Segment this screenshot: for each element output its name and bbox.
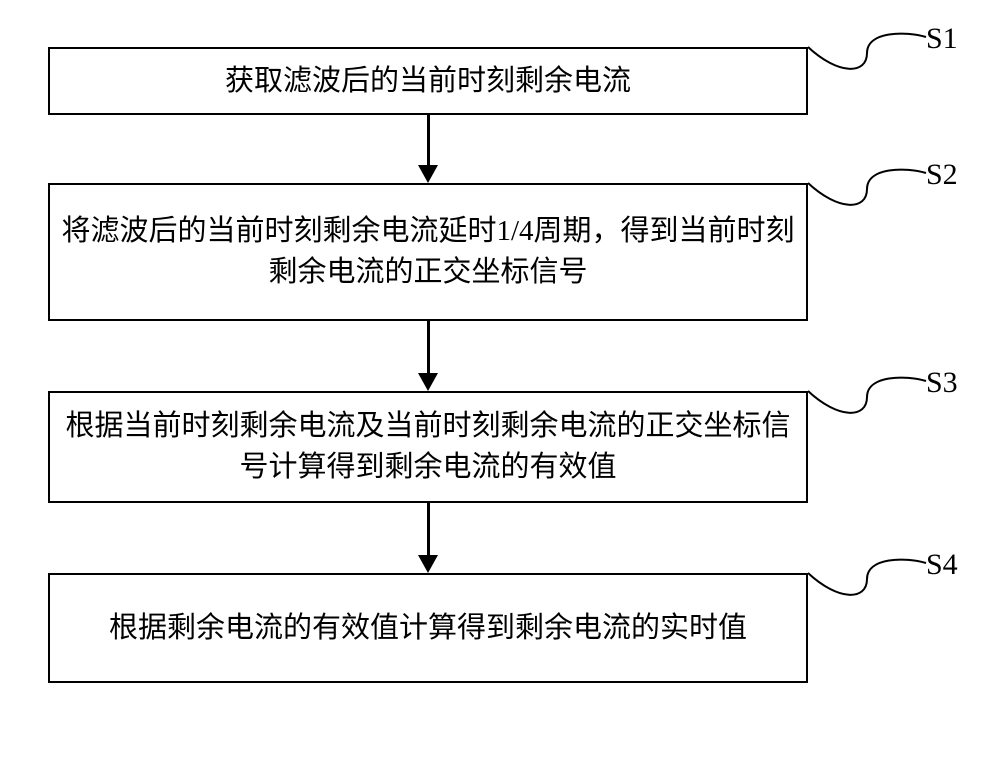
step-box-1: 获取滤波后的当前时刻剩余电流	[48, 47, 808, 115]
step-label-2: S2	[926, 158, 958, 192]
step-box-2: 将滤波后的当前时刻剩余电流延时1/4周期，得到当前时刻剩余电流的正交坐标信号	[48, 183, 808, 321]
step-text-4: 根据剩余电流的有效值计算得到剩余电流的实时值	[101, 604, 755, 653]
flowchart-canvas: 获取滤波后的当前时刻剩余电流将滤波后的当前时刻剩余电流延时1/4周期，得到当前时…	[0, 0, 1000, 772]
step-text-1: 获取滤波后的当前时刻剩余电流	[217, 57, 639, 106]
step-text-3: 根据当前时刻剩余电流及当前时刻剩余电流的正交坐标信号计算得到剩余电流的有效值	[50, 402, 806, 491]
step-label-1: S1	[926, 22, 958, 56]
step-label-4: S4	[926, 548, 958, 582]
step-box-4: 根据剩余电流的有效值计算得到剩余电流的实时值	[48, 573, 808, 683]
step-text-2: 将滤波后的当前时刻剩余电流延时1/4周期，得到当前时刻剩余电流的正交坐标信号	[50, 207, 806, 296]
arrow-head-3	[418, 555, 438, 573]
arrow-line-1	[427, 115, 430, 165]
arrow-line-2	[427, 321, 430, 373]
connector-curve-3	[806, 341, 928, 431]
arrow-line-3	[427, 503, 430, 555]
arrow-head-1	[418, 165, 438, 183]
connector-curve-1	[806, 0, 928, 87]
step-label-3: S3	[926, 366, 958, 400]
connector-curve-2	[806, 133, 928, 223]
step-box-3: 根据当前时刻剩余电流及当前时刻剩余电流的正交坐标信号计算得到剩余电流的有效值	[48, 391, 808, 503]
arrow-head-2	[418, 373, 438, 391]
connector-curve-4	[806, 523, 928, 613]
